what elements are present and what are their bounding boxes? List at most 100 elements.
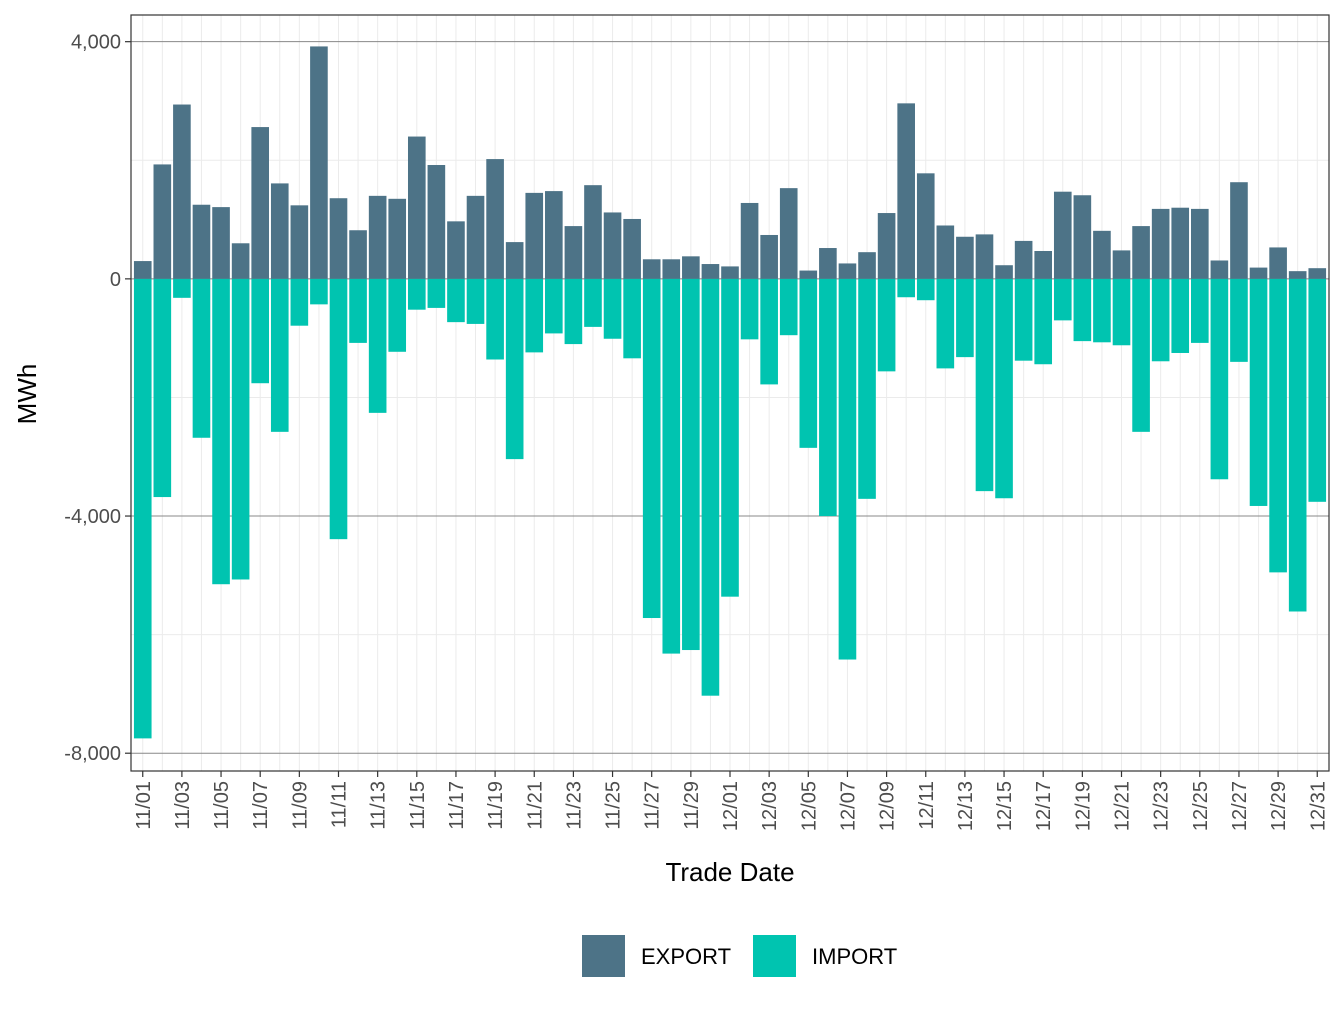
export-bar — [1093, 230, 1111, 279]
export-bar — [584, 185, 602, 279]
export-bar — [721, 266, 739, 279]
import-bar — [349, 278, 367, 343]
export-bar — [466, 195, 485, 279]
x-tick-label: 11/19 — [485, 781, 507, 830]
import-bar — [779, 278, 798, 336]
import-bar — [251, 278, 270, 384]
export-bar — [701, 264, 720, 279]
export-bar — [760, 234, 778, 279]
export-bar — [642, 259, 661, 279]
x-tick-label: 11/15 — [407, 781, 429, 830]
export-bar — [349, 230, 367, 279]
import-bar — [603, 278, 622, 339]
export-bar — [192, 204, 211, 279]
x-axis-title: Trade Date — [665, 857, 794, 887]
legend-label-export: EXPORT — [641, 944, 731, 969]
export-bar — [368, 195, 387, 279]
export-bar — [525, 192, 544, 279]
export-bar — [1269, 247, 1287, 279]
export-bar — [1132, 226, 1150, 279]
export-bar — [564, 226, 583, 279]
x-tick-label: 12/23 — [1151, 781, 1173, 831]
import-bar — [153, 278, 172, 498]
x-tick-label: 12/09 — [877, 781, 899, 831]
import-bar — [760, 278, 778, 385]
import-bar — [310, 278, 328, 305]
import-bar — [545, 278, 563, 334]
import-bar — [133, 278, 152, 739]
import-bar — [1014, 278, 1033, 361]
export-bar — [133, 261, 152, 279]
y-tick-label: -4,000 — [64, 506, 121, 528]
x-tick-label: 12/31 — [1307, 781, 1329, 831]
export-bar — [1230, 182, 1248, 279]
export-bar — [877, 213, 896, 279]
import-bar — [1171, 278, 1190, 353]
x-tick-label: 11/09 — [289, 781, 311, 830]
import-bar — [192, 278, 211, 438]
export-bar — [799, 270, 818, 279]
import-bar — [662, 278, 681, 654]
export-bar — [1112, 250, 1131, 279]
import-bar — [701, 278, 720, 696]
import-bar — [525, 278, 544, 353]
export-bar — [1308, 268, 1327, 279]
x-tick-label: 11/17 — [446, 781, 468, 830]
import-bar — [877, 278, 896, 372]
x-tick-label: 12/07 — [837, 781, 859, 831]
x-tick-label: 12/13 — [955, 781, 977, 831]
bars-group — [133, 46, 1327, 739]
import-bar — [1249, 278, 1268, 506]
import-bar — [721, 278, 739, 597]
x-tick-label: 12/15 — [994, 781, 1016, 831]
import-bar — [505, 278, 524, 460]
x-tick-label: 12/05 — [798, 781, 820, 831]
import-bar — [427, 278, 446, 308]
import-bar — [956, 278, 974, 358]
export-bar — [1191, 208, 1209, 279]
export-bar — [153, 164, 172, 279]
import-bar — [1191, 278, 1209, 343]
import-bar — [740, 278, 759, 340]
export-bar — [603, 212, 622, 279]
y-axis: 4,000 0 -4,000 -8,000 — [64, 32, 131, 765]
export-bar — [231, 243, 250, 279]
import-bar — [173, 278, 191, 298]
x-tick-label: 11/13 — [368, 781, 390, 830]
export-bar — [251, 127, 270, 279]
import-bar — [1112, 278, 1131, 346]
x-tick-label: 11/01 — [133, 781, 155, 830]
export-bar — [212, 207, 230, 279]
x-tick-label: 11/21 — [524, 781, 546, 830]
export-bar — [447, 221, 465, 279]
import-bar — [290, 278, 309, 326]
y-tick-label: 0 — [110, 269, 121, 291]
import-bar — [1132, 278, 1150, 432]
import-bar — [486, 278, 504, 360]
export-bar — [505, 242, 524, 279]
export-bar — [956, 236, 974, 279]
y-tick-label: -8,000 — [64, 743, 121, 765]
export-bar — [270, 183, 289, 279]
x-tick-label: 12/27 — [1229, 781, 1251, 831]
legend-swatch-import — [753, 935, 796, 977]
import-bar — [897, 278, 915, 298]
export-bar — [975, 234, 994, 279]
export-bar — [1073, 195, 1092, 279]
legend-swatch-export — [582, 935, 625, 977]
import-bar — [916, 278, 935, 301]
export-bar — [623, 218, 641, 279]
export-bar — [1053, 191, 1072, 279]
import-bar — [1034, 278, 1053, 365]
x-tick-label: 11/07 — [250, 781, 272, 830]
import-bar — [1230, 278, 1248, 362]
export-bar — [1210, 260, 1229, 279]
import-bar — [368, 278, 387, 413]
export-bar — [407, 136, 426, 279]
x-tick-label: 12/19 — [1072, 781, 1094, 831]
import-bar — [1308, 278, 1327, 502]
import-bar — [1288, 278, 1307, 612]
x-tick-label: 11/05 — [211, 781, 233, 830]
